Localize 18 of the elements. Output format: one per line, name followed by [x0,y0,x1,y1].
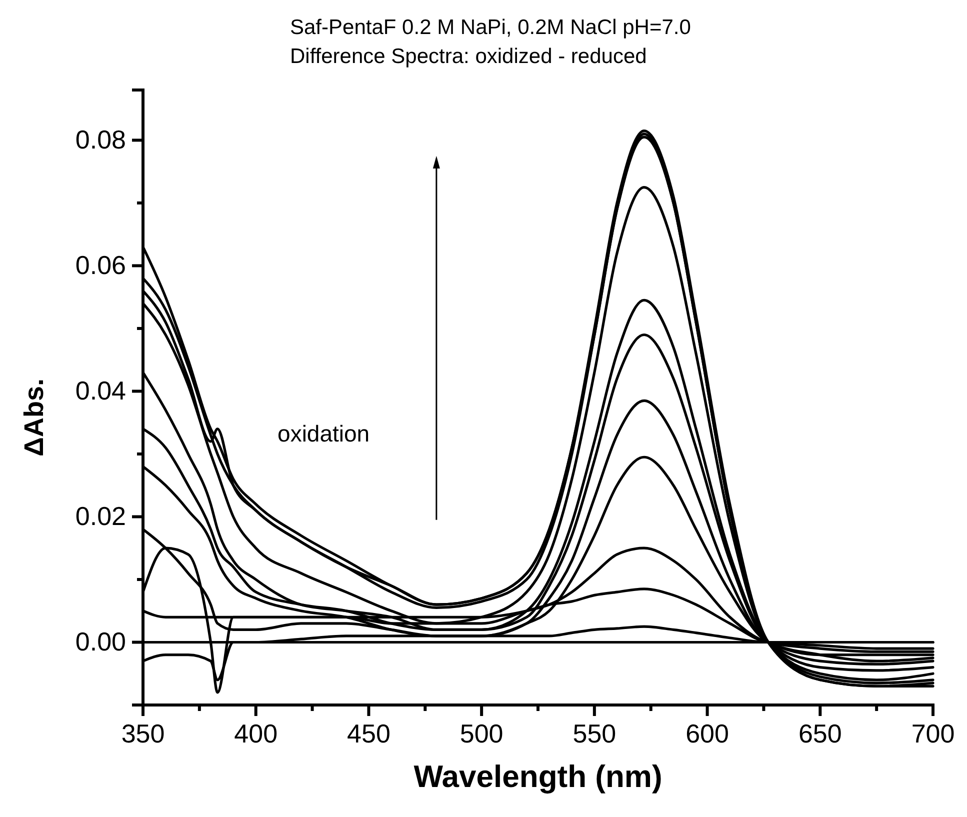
x-tick-label: 350 [121,718,165,748]
y-tick-label: 0.00 [75,626,126,657]
annotation: oxidation [278,420,370,446]
x-tick-label: 650 [798,718,842,748]
x-tick-label: 400 [234,718,278,748]
y-axis-title: ΔAbs. [19,378,49,456]
chart-subtitle: Difference Spectra: oxidized - reduced [290,45,647,68]
chart-title: Saf-PentaF 0.2 M NaPi, 0.2M NaCl pH=7.0 [290,16,691,39]
y-tick-label: 0.08 [75,124,126,155]
x-tick-label: 600 [686,718,729,748]
y-tick-label: 0.02 [75,501,126,532]
x-tick-label: 450 [347,718,390,748]
x-tick-label: 550 [572,718,616,748]
x-tick-label: 500 [460,718,504,748]
x-axis-title: Wavelength (nm) [414,759,662,794]
x-tick-label: 700 [911,718,955,748]
y-tick-label: 0.06 [75,250,126,280]
y-tick-label: 0.04 [75,376,126,406]
